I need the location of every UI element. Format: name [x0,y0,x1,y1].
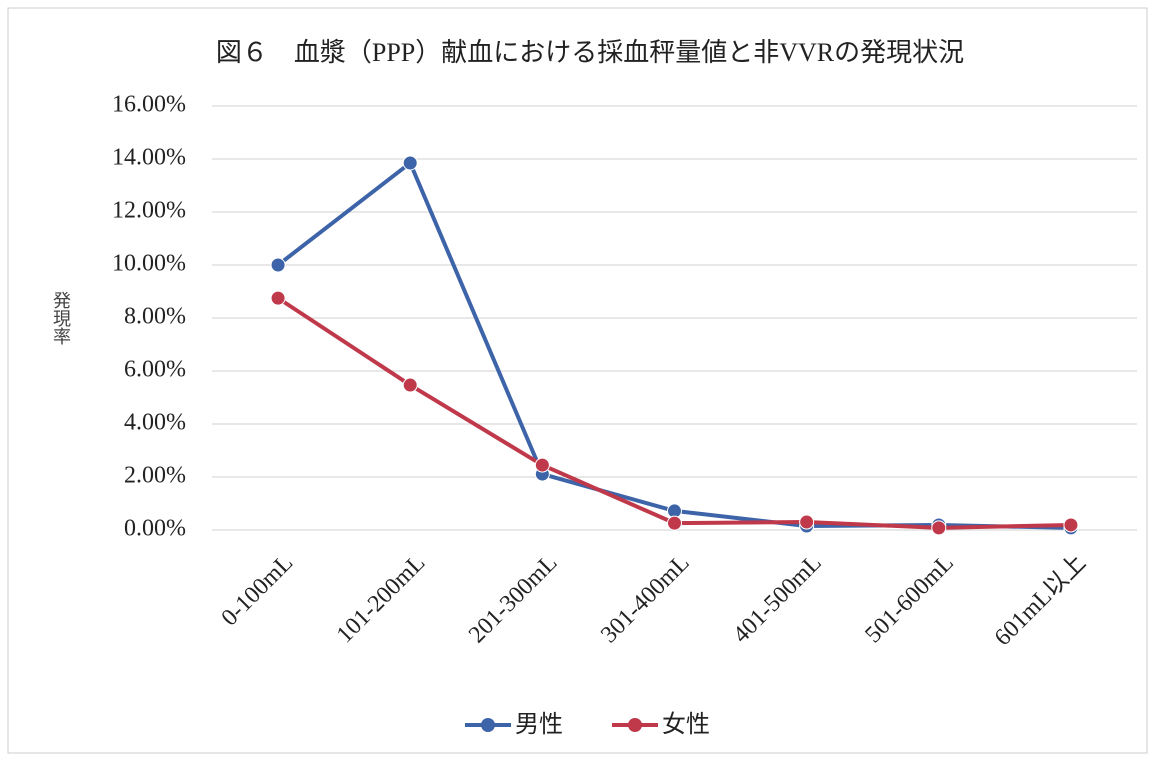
data-point [534,457,550,473]
data-point [270,257,286,273]
y-tick-label: 12.00% [112,198,186,224]
y-tick-label: 16.00% [112,92,186,118]
data-point [1063,517,1079,533]
data-point [931,520,947,536]
data-point [402,377,418,393]
y-tick-label: 0.00% [124,516,186,542]
legend-label: 女性 [662,710,710,738]
y-tick-label: 4.00% [124,410,186,436]
data-point [270,290,286,306]
y-tick-label: 14.00% [112,145,186,171]
legend-marker [628,718,642,732]
y-tick-label: 8.00% [124,304,186,330]
data-point [667,515,682,531]
y-tick-label: 10.00% [112,251,186,277]
legend-label: 男性 [515,710,563,738]
y-axis-label: 発現率 [50,291,71,345]
chart-frame [7,7,1148,754]
legend-marker [481,718,495,732]
y-tick-label: 2.00% [124,463,186,489]
data-point [799,514,815,530]
chart-title: 図６ 血漿（PPP）献血における採血秤量値と非VVRの発現状況 [216,38,964,67]
y-tick-label: 6.00% [124,357,186,383]
data-point [402,155,418,171]
